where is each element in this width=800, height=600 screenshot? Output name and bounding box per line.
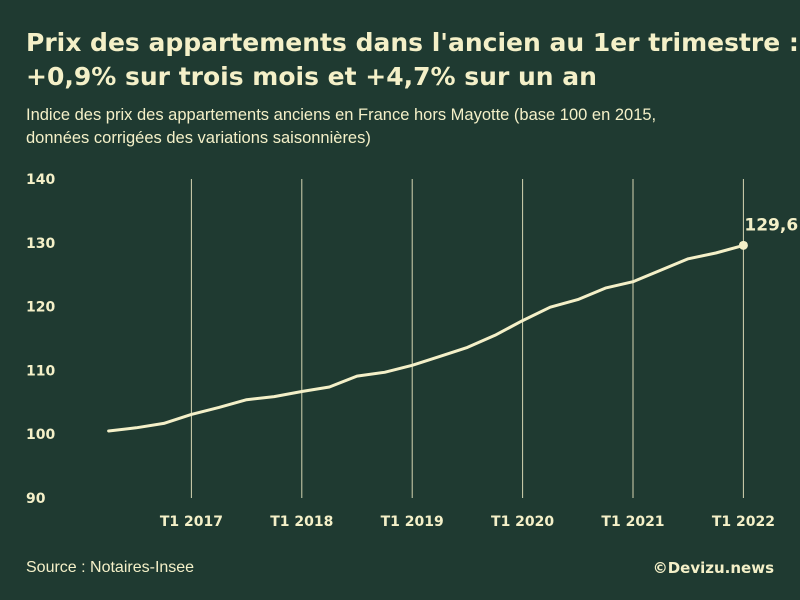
- chart-title-line-1: Prix des appartements dans l'ancien au 1…: [26, 28, 799, 57]
- chart-subtitle: Indice des prix des appartements anciens…: [26, 104, 786, 150]
- x-tick-label: T1 2019: [381, 514, 444, 530]
- last-data-point: [738, 240, 748, 250]
- x-tick-label: T1 2022: [712, 514, 775, 530]
- chart-title-line-2: +0,9% sur trois mois et +4,7% sur un an: [26, 62, 597, 91]
- x-tick-label: T1 2017: [160, 514, 223, 530]
- source-note: Source : Notaires-Insee: [26, 559, 195, 576]
- y-tick-label: 110: [26, 363, 55, 379]
- value-annotation: 129,6: [744, 215, 798, 235]
- x-tick-label: T1 2020: [491, 514, 554, 530]
- y-tick-label: 130: [26, 236, 55, 252]
- x-tick-label: T1 2021: [601, 514, 664, 530]
- chart-subtitle-line-2: données corrigées des variations saisonn…: [26, 129, 371, 147]
- x-tick-label: T1 2018: [270, 514, 333, 530]
- y-tick-label: 120: [26, 300, 55, 316]
- y-tick-label: 90: [26, 491, 46, 507]
- series-line: [107, 243, 745, 433]
- y-tick-label: 140: [26, 172, 55, 188]
- chart-title: Prix des appartements dans l'ancien au 1…: [26, 26, 799, 94]
- chart-subtitle-line-1: Indice des prix des appartements anciens…: [26, 106, 657, 124]
- y-tick-label: 100: [26, 427, 55, 443]
- brand-credit: ©Devizu.news: [652, 559, 774, 577]
